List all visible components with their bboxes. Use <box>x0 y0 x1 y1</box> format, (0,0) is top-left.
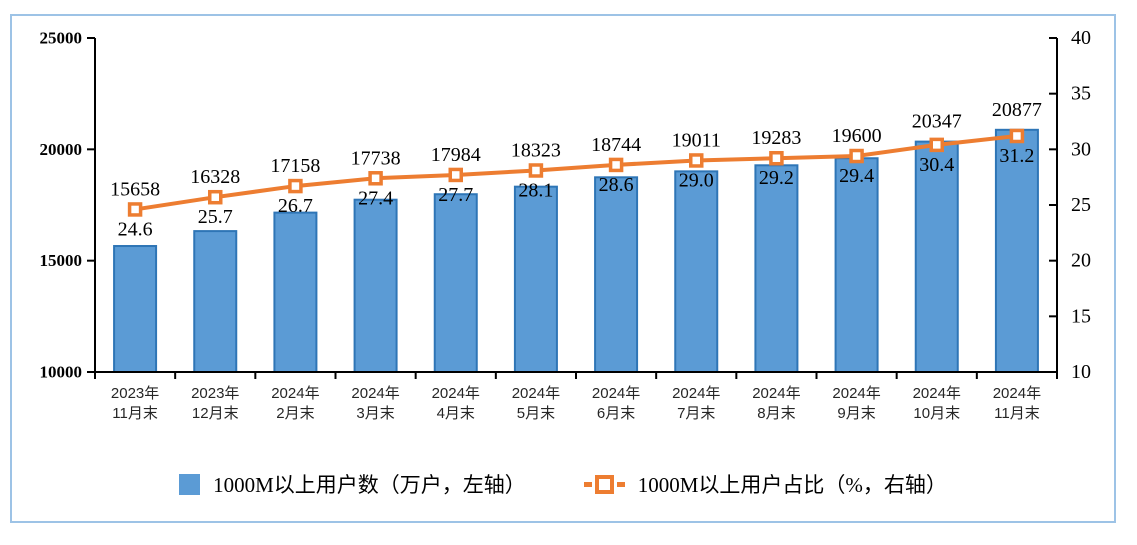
line-marker <box>127 202 143 217</box>
line-series-swatch-icon <box>583 474 625 494</box>
x-axis-category-label: 2024年 5月末 <box>512 385 560 422</box>
bar <box>193 230 238 373</box>
bar-value-label: 17738 <box>351 147 401 169</box>
legend-item-bars[interactable]: 1000M以上用户数（万户，左轴） <box>179 469 526 499</box>
line-point-label: 26.7 <box>278 195 313 217</box>
line-point-label: 28.1 <box>518 179 553 201</box>
line-point-label: 24.6 <box>118 218 153 240</box>
line-series <box>134 133 1018 212</box>
bar <box>433 193 478 373</box>
line-marker <box>1009 128 1025 144</box>
line-point-label: 31.2 <box>999 145 1034 167</box>
line-marker <box>528 163 544 178</box>
y-axis-left-tick-label: 25000 <box>40 29 83 48</box>
line-marker <box>769 150 784 166</box>
y-axis-right-tick-label: 15 <box>1071 305 1091 327</box>
line-marker <box>929 137 944 153</box>
y-axis-right-tick-label: 35 <box>1071 83 1091 105</box>
bar <box>353 198 398 373</box>
legend: 1000M以上用户数（万户，左轴） 1000M以上用户占比（%，右轴） <box>12 469 1114 499</box>
x-axis-category-label: 2023年 11月末 <box>111 385 159 422</box>
line-point-label: 25.7 <box>198 206 233 228</box>
bar <box>594 176 639 373</box>
y-axis-left-tick-label: 10000 <box>40 363 83 382</box>
bar-value-label: 20877 <box>992 99 1042 121</box>
bar-value-label: 20347 <box>912 111 962 133</box>
x-axis-category-label: 2024年 7月末 <box>672 385 720 422</box>
x-axis-category-label: 2024年 3月末 <box>351 385 399 422</box>
x-axis-category-label: 2023年 12月末 <box>191 385 239 422</box>
bar <box>914 140 959 373</box>
line-dash-icon <box>616 481 625 487</box>
bar-value-label: 15658 <box>110 178 160 200</box>
bar-value-label: 17984 <box>431 144 481 166</box>
y-axis-right-tick-label: 40 <box>1071 27 1091 49</box>
y-axis-left-tick-label: 20000 <box>40 140 83 159</box>
bar-value-label: 17158 <box>270 155 320 177</box>
x-axis-category-label: 2024年 10月末 <box>913 385 961 422</box>
legend-item-line[interactable]: 1000M以上用户占比（%，右轴） <box>583 469 947 499</box>
line-marker <box>208 189 223 205</box>
bar-value-label: 19011 <box>672 129 721 151</box>
x-axis-category-label: 2024年 4月末 <box>432 385 480 422</box>
y-axis-right-tick-label: 10 <box>1071 361 1091 383</box>
x-axis-category-label: 2024年 9月末 <box>832 385 880 422</box>
bar <box>834 157 879 373</box>
line-point-label: 27.7 <box>438 184 473 206</box>
y-axis-right-tick-label: 25 <box>1071 194 1091 216</box>
line-marker <box>368 171 383 186</box>
line-marker <box>608 157 624 173</box>
line-point-label: 28.6 <box>599 174 634 196</box>
line-point-label: 29.2 <box>759 167 794 189</box>
x-axis-category-label: 2024年 2月末 <box>271 385 319 422</box>
x-axis-category-label: 2024年 11月末 <box>993 385 1041 422</box>
line-marker <box>448 167 463 183</box>
line-dash-icon <box>583 481 592 487</box>
line-marker-icon <box>594 474 614 494</box>
chart-frame: 15658 24.6 16328 25.7 17158 26.7 17738 27.4 1798… <box>10 14 1116 523</box>
bar <box>113 245 158 373</box>
bar-value-label: 19600 <box>832 125 882 147</box>
legend-label-line: 1000M以上用户占比（%，右轴） <box>637 473 947 497</box>
y-axis-left-tick-label: 15000 <box>40 251 83 270</box>
line-point-label: 29.4 <box>839 165 874 187</box>
bar-value-label: 19283 <box>751 127 801 149</box>
bar-value-label: 18323 <box>511 139 561 161</box>
bar <box>674 170 719 373</box>
legend-label-bars: 1000M以上用户数（万户，左轴） <box>213 473 526 497</box>
x-axis-category-label: 2024年 6月末 <box>592 385 640 422</box>
bar <box>754 164 799 373</box>
line-marker <box>689 153 704 168</box>
line-point-label: 27.4 <box>358 187 393 209</box>
bar <box>273 211 318 373</box>
x-axis-category-label: 2024年 8月末 <box>752 385 800 422</box>
y-axis-right-tick-label: 20 <box>1071 250 1091 272</box>
line-marker <box>849 148 864 164</box>
combo-chart: 15658 24.6 16328 25.7 17158 26.7 17738 27.4 1798… <box>40 27 1092 422</box>
bar-series-swatch-icon <box>179 473 201 495</box>
bar <box>513 185 558 373</box>
bar <box>994 128 1039 373</box>
y-axis-right-tick-label: 30 <box>1071 138 1091 160</box>
line-point-label: 30.4 <box>919 154 954 176</box>
bar-value-label: 16328 <box>190 166 240 188</box>
line-marker <box>288 178 303 194</box>
line-point-label: 29.0 <box>679 169 714 191</box>
bar-value-label: 18744 <box>591 134 641 156</box>
